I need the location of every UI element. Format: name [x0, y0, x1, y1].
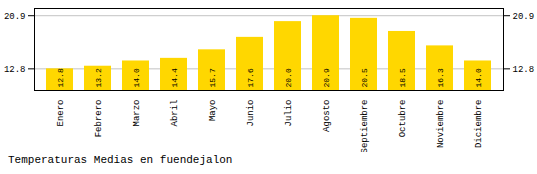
svg-text:16.3: 16.3 [436, 68, 445, 87]
svg-text:Marzo: Marzo [132, 100, 142, 127]
svg-text:12.8: 12.8 [56, 68, 65, 87]
svg-text:Enero: Enero [56, 100, 66, 127]
svg-text:Diciembre: Diciembre [474, 100, 484, 149]
svg-text:Agosto: Agosto [322, 100, 332, 132]
svg-text:Septiembre: Septiembre [360, 100, 370, 153]
svg-text:Febrero: Febrero [94, 100, 104, 138]
svg-text:Mayo: Mayo [208, 100, 218, 122]
svg-text:12.8: 12.8 [513, 65, 535, 75]
svg-text:Octubre: Octubre [398, 100, 408, 138]
svg-text:17.6: 17.6 [246, 68, 255, 87]
svg-text:13.2: 13.2 [94, 68, 103, 87]
svg-text:18.5: 18.5 [398, 68, 407, 87]
svg-text:14.0: 14.0 [474, 68, 483, 87]
svg-text:20.9: 20.9 [4, 12, 26, 22]
html-text:Temperaturas Medias en fuendej: Temperaturas Medias en fuendejalon [8, 154, 233, 166]
svg-text:20.9: 20.9 [322, 68, 331, 87]
svg-text:14.4: 14.4 [170, 68, 179, 87]
svg-text:14.0: 14.0 [132, 68, 141, 87]
svg-text:20.0: 20.0 [284, 68, 293, 87]
svg-text:20.5: 20.5 [360, 68, 369, 87]
svg-text:Julio: Julio [284, 100, 294, 127]
svg-text:Noviembre: Noviembre [436, 100, 446, 149]
svg-text:15.7: 15.7 [208, 68, 217, 87]
svg-text:20.9: 20.9 [513, 12, 535, 22]
svg-text:Junio: Junio [246, 100, 256, 127]
svg-text:12.8: 12.8 [4, 65, 26, 75]
svg-text:Abril: Abril [170, 100, 180, 127]
